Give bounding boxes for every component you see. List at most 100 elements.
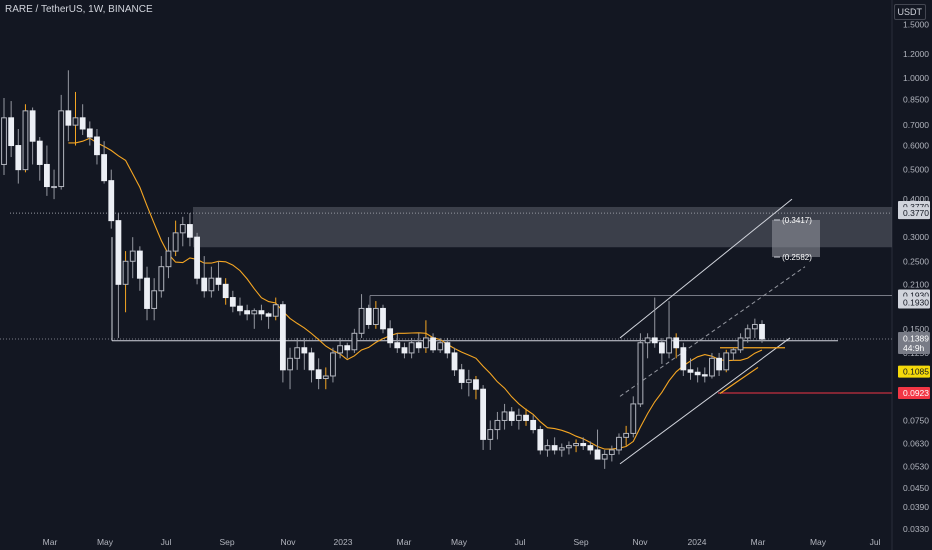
candle-body (637, 342, 644, 405)
candle-body (265, 313, 272, 317)
x-tick-label-4: Nov (280, 537, 296, 547)
candle (716, 352, 722, 376)
candle (294, 337, 301, 370)
candle-body (158, 266, 165, 292)
x-tick-label-0: Mar (43, 537, 58, 547)
price-tag-label-5: 0.0923 (903, 388, 929, 398)
annotation-label-0: (0.3417) (782, 216, 812, 225)
candle (151, 278, 158, 321)
x-tick-label-11: 2024 (688, 537, 707, 547)
price-tag-label-1: 0.3770 (903, 208, 929, 218)
candle (608, 445, 615, 462)
candle (251, 308, 258, 329)
candle-body (651, 337, 658, 344)
candle-body (122, 260, 129, 285)
candle (51, 169, 57, 200)
candle (144, 266, 150, 321)
candle (358, 294, 365, 338)
candle (465, 369, 472, 397)
candle (258, 304, 265, 321)
candle (215, 261, 222, 291)
candle-body (86, 128, 93, 138)
candle-body (229, 297, 236, 307)
candle-body (730, 349, 737, 354)
candle (423, 320, 429, 353)
candle (129, 237, 136, 279)
x-tick-label-3: Sep (219, 537, 234, 547)
candle-body (251, 310, 258, 315)
candle-body (108, 180, 115, 222)
candle-body (308, 352, 315, 371)
candle (344, 342, 351, 359)
currency-button[interactable]: USDT (893, 4, 926, 20)
candle (287, 347, 293, 390)
y-tick-label-0: 1.5000 (903, 19, 929, 29)
candle-body (737, 337, 744, 351)
candle-body (358, 307, 365, 334)
drawing-lines (0, 198, 892, 465)
x-tick-label-9: Sep (573, 537, 588, 547)
candle-body (15, 145, 22, 171)
candle (244, 304, 251, 321)
candle-body (666, 337, 672, 354)
candle-body (301, 347, 308, 354)
candle-body (566, 445, 572, 449)
candle-body (258, 310, 265, 315)
candle-body (244, 310, 251, 315)
candle-body (508, 411, 515, 421)
candle (108, 169, 115, 229)
candle (651, 297, 658, 348)
candle-body (759, 323, 765, 340)
candle-body (79, 117, 86, 130)
candle-body (530, 419, 537, 431)
candle (194, 232, 200, 285)
candle-body (515, 414, 522, 421)
candle (22, 104, 29, 173)
time-axis[interactable]: Mar May Jul Sep Nov 2023 Mar May Jul Sep Nov 2024 Ma… (43, 537, 881, 547)
candle (337, 337, 343, 359)
candle (494, 411, 501, 440)
candle-body (694, 371, 701, 376)
candle-body (322, 375, 329, 380)
candle (86, 121, 93, 146)
candle-body (751, 323, 758, 330)
candle (751, 318, 758, 338)
candle-body (594, 449, 601, 460)
candle (79, 104, 86, 135)
y-tick-label-2: 1.0000 (903, 73, 929, 83)
candle-body (709, 357, 715, 377)
candle (623, 425, 630, 446)
x-tick-label-10: Nov (632, 537, 648, 547)
candle (229, 290, 236, 313)
candle (44, 145, 50, 196)
moving-average-line (68, 137, 763, 450)
candle-body (673, 337, 680, 349)
candle-body (165, 250, 172, 268)
candle (530, 415, 537, 434)
candle-body (451, 352, 458, 371)
candle-body (444, 342, 451, 354)
y-tick-label-12: 0.1500 (903, 324, 929, 334)
candle (279, 301, 286, 383)
y-tick-label-18: 0.0390 (903, 502, 929, 512)
y-tick-label-4: 0.7000 (903, 120, 929, 130)
candle (437, 337, 444, 353)
candle (487, 420, 494, 450)
candle (187, 213, 193, 247)
candle-body (701, 374, 708, 377)
annotations: (0.3417) (0.2582) (774, 216, 812, 262)
candle (594, 429, 601, 460)
candle (523, 408, 529, 426)
candle (458, 363, 465, 390)
candle (1, 97, 7, 176)
candle (65, 70, 72, 142)
candle (573, 439, 579, 453)
candle-body (144, 277, 150, 309)
candle (601, 449, 608, 469)
candle-body (344, 345, 351, 351)
price-axis[interactable]: 1.5000 1.2000 1.0000 0.8500 0.7000 0.6000 0.50… (903, 19, 929, 534)
candle (365, 304, 372, 329)
candle-body (587, 445, 594, 451)
candle-body (215, 277, 222, 285)
